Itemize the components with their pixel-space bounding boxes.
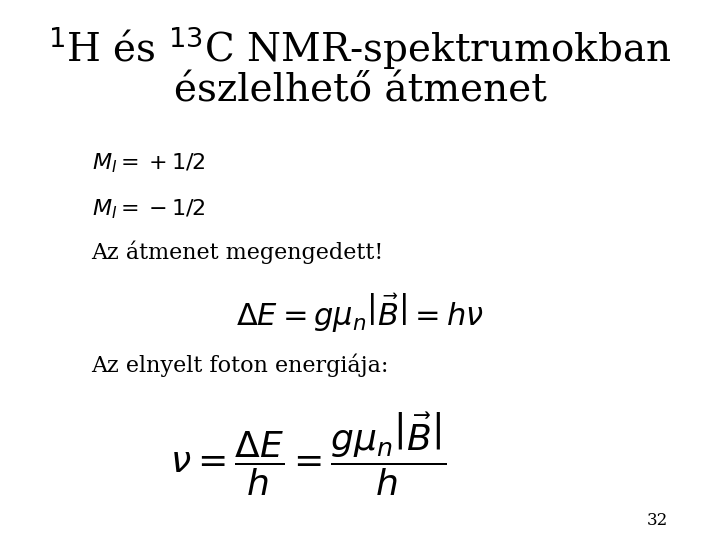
Text: $M_{I}=-1/2$: $M_{I}=-1/2$ (91, 197, 205, 221)
Text: $\Delta E = g\mu_{n}\left|\vec{B}\right| = h\nu$: $\Delta E = g\mu_{n}\left|\vec{B}\right|… (236, 292, 484, 335)
Text: észlelhető átmenet: észlelhető átmenet (174, 73, 546, 110)
Text: 32: 32 (647, 512, 667, 529)
Text: $\nu = \dfrac{\Delta E}{h} = \dfrac{g\mu_{n}\left|\vec{B}\right|}{h}$: $\nu = \dfrac{\Delta E}{h} = \dfrac{g\mu… (169, 410, 446, 498)
Text: $^{1}$H és $^{13}$C NMR-spektrumokban: $^{1}$H és $^{13}$C NMR-spektrumokban (48, 24, 672, 72)
Text: Az átmenet megengedett!: Az átmenet megengedett! (91, 240, 384, 264)
Text: $M_{I}=+1/2$: $M_{I}=+1/2$ (91, 151, 205, 175)
Text: Az elnyelt foton energiája:: Az elnyelt foton energiája: (91, 354, 389, 377)
